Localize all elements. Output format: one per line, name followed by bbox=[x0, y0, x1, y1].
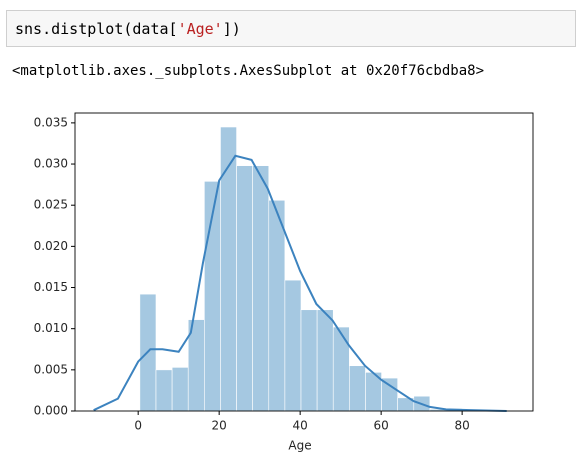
bar bbox=[316, 309, 334, 412]
output-text: <matplotlib.axes._subplots.AxesSubplot a… bbox=[12, 63, 485, 79]
bar bbox=[252, 165, 270, 412]
y-tick-label: 0.030 bbox=[34, 157, 68, 171]
bar bbox=[349, 365, 366, 412]
x-tick-label: 40 bbox=[293, 419, 308, 433]
bar bbox=[300, 309, 318, 412]
y-tick-label: 0.035 bbox=[34, 115, 68, 129]
x-tick-label: 80 bbox=[454, 419, 469, 433]
y-tick-label: 0.020 bbox=[34, 239, 68, 253]
bar bbox=[332, 326, 350, 412]
x-tick-label: 20 bbox=[212, 419, 227, 433]
code-string: 'Age' bbox=[177, 20, 223, 38]
code: sns.distplot(data['Age']) bbox=[15, 20, 241, 38]
code-cell[interactable]: sns.distplot(data['Age']) bbox=[6, 10, 576, 47]
code-text: ]) bbox=[222, 20, 241, 38]
bar bbox=[268, 199, 286, 412]
code-text: sns.distplot(data[ bbox=[15, 20, 178, 38]
y-tick-label: 0.010 bbox=[34, 321, 68, 335]
x-axis-label: Age bbox=[288, 439, 311, 453]
x-tick-label: 60 bbox=[374, 419, 389, 433]
kde-line bbox=[93, 154, 507, 412]
y-tick-label: 0.025 bbox=[34, 198, 68, 212]
y-tick-label: 0.015 bbox=[34, 280, 68, 294]
bar bbox=[155, 369, 173, 412]
bar bbox=[171, 367, 189, 412]
x-tick-label: 0 bbox=[134, 419, 142, 433]
axes-frame bbox=[74, 112, 534, 412]
bar bbox=[220, 126, 237, 412]
bar bbox=[381, 377, 398, 412]
bar bbox=[284, 279, 302, 412]
y-tick-label: 0.005 bbox=[34, 362, 68, 376]
y-tick-label: 0.000 bbox=[34, 404, 68, 418]
bar bbox=[236, 165, 253, 412]
